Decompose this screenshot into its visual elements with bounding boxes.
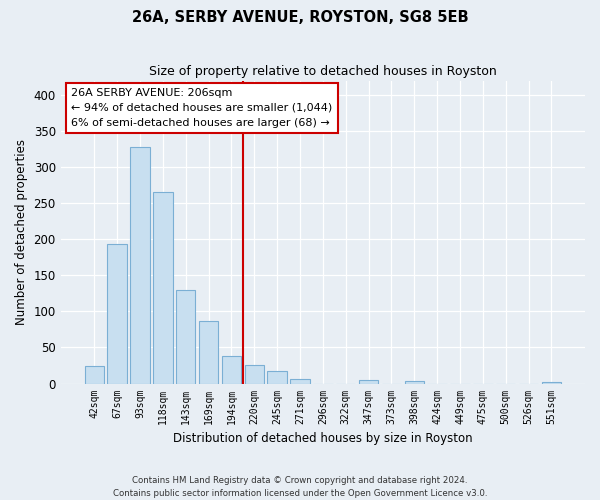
Title: Size of property relative to detached houses in Royston: Size of property relative to detached ho…	[149, 65, 497, 78]
Text: 26A SERBY AVENUE: 206sqm
← 94% of detached houses are smaller (1,044)
6% of semi: 26A SERBY AVENUE: 206sqm ← 94% of detach…	[71, 88, 332, 128]
Bar	[359, 380, 378, 384]
Bar	[153, 192, 173, 384]
Bar	[130, 147, 149, 384]
Bar	[290, 378, 310, 384]
Bar	[221, 356, 241, 384]
Bar	[176, 290, 196, 384]
X-axis label: Distribution of detached houses by size in Royston: Distribution of detached houses by size …	[173, 432, 473, 445]
Bar	[542, 382, 561, 384]
Bar	[268, 370, 287, 384]
Bar	[245, 365, 264, 384]
Bar	[107, 244, 127, 384]
Y-axis label: Number of detached properties: Number of detached properties	[15, 139, 28, 325]
Text: 26A, SERBY AVENUE, ROYSTON, SG8 5EB: 26A, SERBY AVENUE, ROYSTON, SG8 5EB	[131, 10, 469, 25]
Text: Contains HM Land Registry data © Crown copyright and database right 2024.
Contai: Contains HM Land Registry data © Crown c…	[113, 476, 487, 498]
Bar	[199, 321, 218, 384]
Bar	[85, 366, 104, 384]
Bar	[404, 380, 424, 384]
